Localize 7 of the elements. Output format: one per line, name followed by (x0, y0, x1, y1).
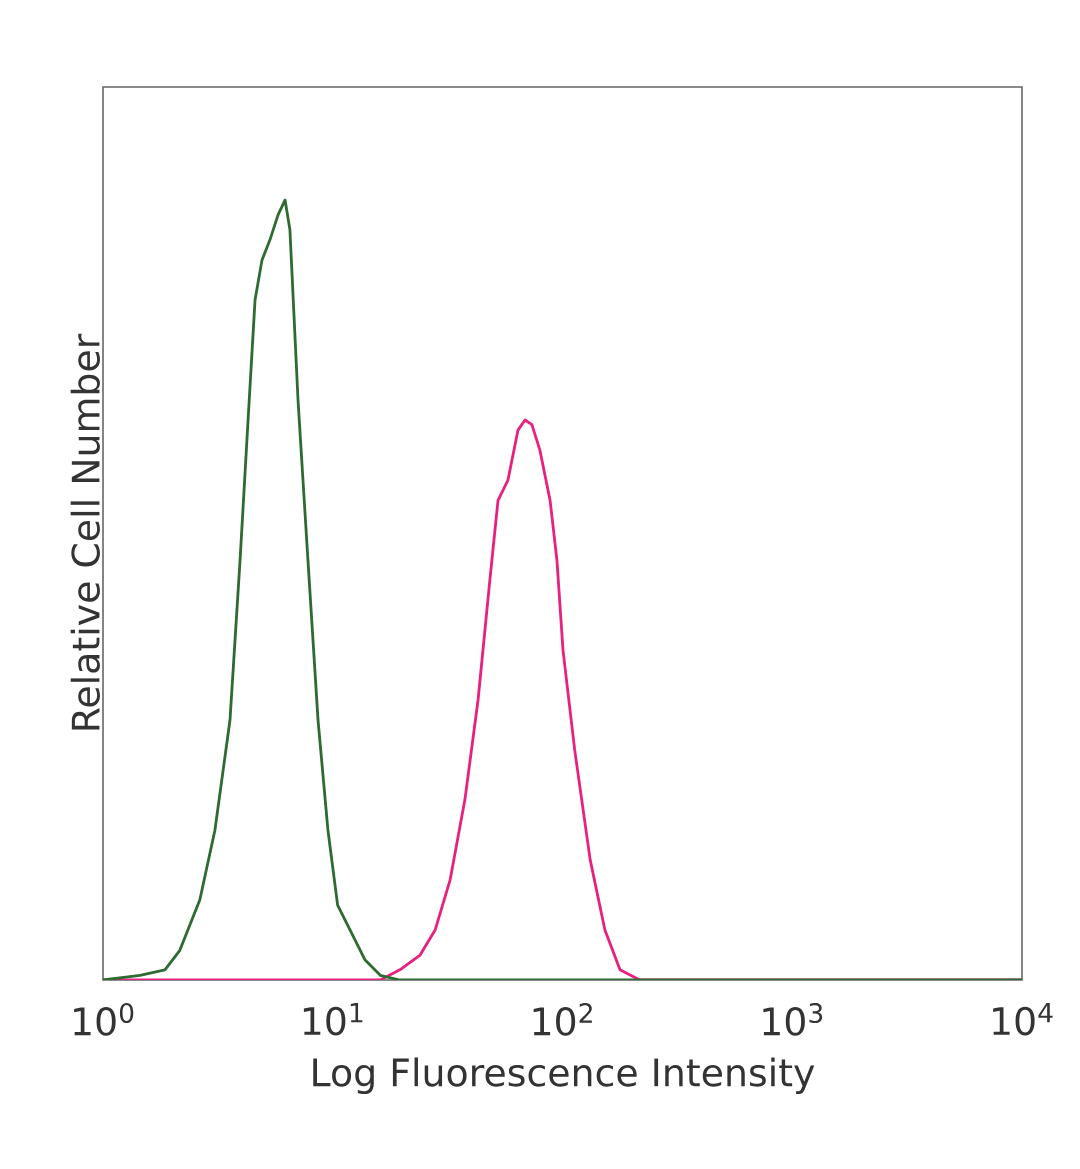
x-tick-label: 10$^{0}$ (74, 1003, 134, 1036)
x-tick-label: 10$^{2}$ (533, 1003, 592, 1036)
y-axis-title: Relative Cell Number (70, 333, 100, 730)
x-tick-label: 10$^{3}$ (763, 1003, 823, 1036)
x-axis-title: Log Fluorescence Intensity (313, 1057, 815, 1095)
x-tick-label: 10$^{4}$ (993, 1003, 1053, 1036)
x-tick-label: 10$^{1}$ (303, 1003, 363, 1036)
